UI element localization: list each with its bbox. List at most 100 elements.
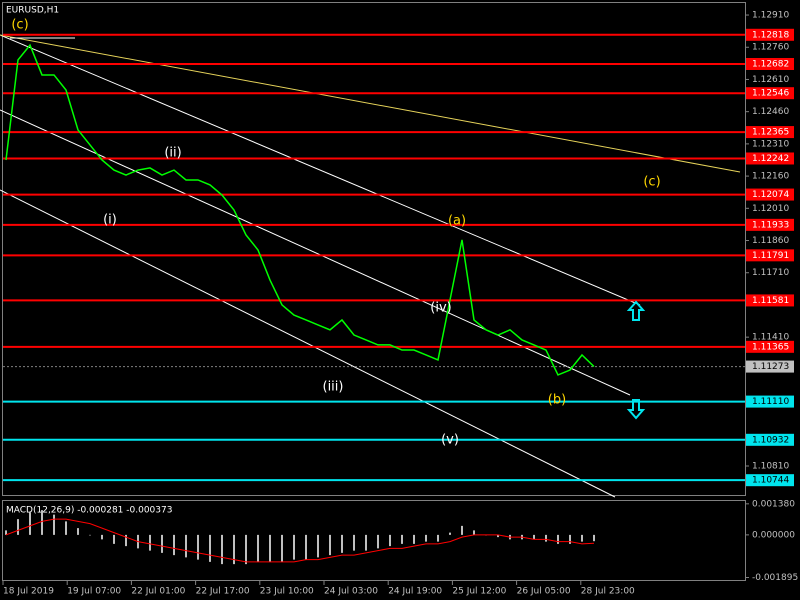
macd-bar <box>437 534 439 542</box>
chart-title: EURUSD,H1 <box>6 6 59 16</box>
main-frame <box>2 2 746 496</box>
macd-bar <box>281 534 283 562</box>
macd-bar <box>257 534 259 562</box>
wave-label: (iv) <box>430 301 451 316</box>
wave-label: (ii) <box>164 146 181 161</box>
y-tick-label: 1.11410 <box>752 333 789 343</box>
level-label-box <box>746 28 794 41</box>
macd-bar <box>53 514 55 535</box>
level-label-box <box>746 152 794 165</box>
wave-label: (b) <box>548 393 566 408</box>
up-arrow <box>626 300 646 321</box>
level-label-box <box>746 87 794 100</box>
macd-bar <box>353 534 355 551</box>
macd-bar <box>101 534 103 540</box>
level-label-box <box>746 218 794 231</box>
y-tick-label: 1.12310 <box>752 139 789 149</box>
macd-bar <box>377 534 379 549</box>
y-tick-label: 1.11860 <box>752 236 789 246</box>
macd-bar <box>41 510 43 535</box>
level-label-box <box>746 395 794 408</box>
macd-bar <box>557 534 559 544</box>
wave-label: (v) <box>441 433 459 448</box>
macd-bar <box>5 530 7 535</box>
y-tick-label: 1.12910 <box>752 11 789 21</box>
macd-bar <box>449 532 451 535</box>
level-label-box <box>746 57 794 70</box>
x-tick-label: 18 Jul 2019 <box>3 587 54 597</box>
channel-line <box>0 189 616 498</box>
macd-bar <box>209 534 211 562</box>
x-tick-label: 19 Jul 07:00 <box>67 587 121 597</box>
level-label: 1.11933 <box>752 220 789 230</box>
last-price-label: 1.11273 <box>752 362 789 372</box>
level-label-box <box>746 249 794 262</box>
y-tick-label: 1.12160 <box>752 172 789 182</box>
macd-bar <box>317 534 319 558</box>
y-tick-label: 1.12460 <box>752 107 789 117</box>
macd-bar <box>305 534 307 560</box>
level-label: 1.12682 <box>752 59 789 69</box>
macd-bar <box>113 534 115 544</box>
trend-line <box>0 34 741 173</box>
macd-bar <box>89 534 91 536</box>
wave-label: (a) <box>448 214 466 229</box>
macd-bar <box>185 534 187 558</box>
x-tick-label: 24 Jul 03:00 <box>324 587 378 597</box>
macd-bar <box>17 519 19 535</box>
macd-y-tick-label: 0.000000 <box>752 530 795 540</box>
level-label-box <box>746 126 794 139</box>
level-label-box <box>746 433 794 446</box>
y-tick-label: 1.11710 <box>752 268 789 278</box>
down-arrow <box>626 399 646 420</box>
macd-bar <box>245 534 247 565</box>
macd-bar <box>197 534 199 560</box>
macd-bar <box>425 534 427 542</box>
level-label: 1.11581 <box>752 296 789 306</box>
macd-bar <box>233 534 235 565</box>
level-label: 1.11110 <box>752 397 789 407</box>
price-line <box>5 43 595 376</box>
macd-bar <box>125 534 127 547</box>
x-tick-label: 28 Jul 23:00 <box>581 587 635 597</box>
last-price-box <box>746 360 794 373</box>
macd-bar <box>401 534 403 544</box>
x-tick-label: 25 Jul 12:00 <box>452 587 506 597</box>
x-tick-label: 22 Jul 17:00 <box>196 587 250 597</box>
wave-label: (iii) <box>323 380 344 395</box>
macd-bar <box>65 521 67 535</box>
macd-bar <box>389 534 391 547</box>
x-tick-label: 22 Jul 01:00 <box>131 587 185 597</box>
channel-line <box>0 34 641 306</box>
level-label: 1.12546 <box>752 89 789 99</box>
macd-bar <box>593 534 595 542</box>
plot <box>5 43 595 376</box>
macd-bar <box>29 512 31 535</box>
level-label: 1.12242 <box>752 154 789 164</box>
level-label: 1.11791 <box>752 251 789 261</box>
x-tick-label: 24 Jul 19:00 <box>388 587 442 597</box>
macd-bar <box>545 534 547 542</box>
level-label-box <box>746 188 794 201</box>
macd-bar <box>533 534 535 540</box>
macd-bar <box>413 534 415 544</box>
y-tick-label: 1.12760 <box>752 43 789 53</box>
level-label-box <box>746 474 794 487</box>
macd-bar <box>77 528 79 535</box>
macd-frame <box>2 500 746 581</box>
macd-bar <box>173 534 175 556</box>
macd-bar <box>365 534 367 551</box>
macd-y-tick-label: 0.001380 <box>752 499 795 509</box>
macd-bar <box>473 530 475 535</box>
macd-bar <box>149 534 151 551</box>
macd-bar <box>581 534 583 542</box>
macd-bar <box>293 534 295 560</box>
macd-bar <box>329 534 331 556</box>
y-tick-label: 1.10810 <box>752 462 789 472</box>
level-label-box <box>746 340 794 353</box>
macd-bar <box>269 534 271 562</box>
x-tick-label: 23 Jul 10:00 <box>260 587 314 597</box>
macd-bar <box>341 534 343 553</box>
